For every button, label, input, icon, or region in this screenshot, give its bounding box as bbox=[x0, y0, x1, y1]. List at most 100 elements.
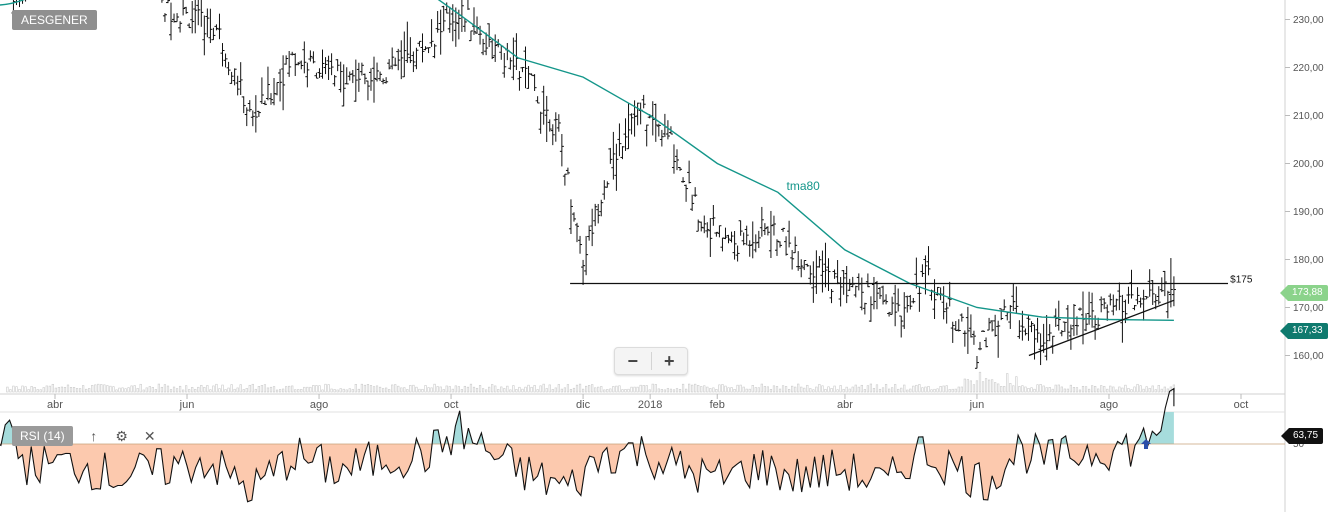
ohlc-bar bbox=[384, 77, 389, 84]
volume-bar bbox=[88, 388, 91, 393]
volume-bar bbox=[1112, 386, 1115, 393]
ohlc-bar bbox=[1171, 276, 1176, 307]
ohlc-bar bbox=[538, 111, 543, 134]
volume-bar bbox=[966, 379, 969, 393]
ohlc-bar bbox=[802, 259, 807, 271]
ohlc-bar bbox=[765, 226, 770, 236]
volume-bar bbox=[385, 387, 388, 393]
ohlc-bar bbox=[790, 249, 795, 270]
volume-bar bbox=[794, 386, 797, 393]
price-tick-label: 230,00 bbox=[1293, 15, 1324, 26]
volume-bar bbox=[403, 387, 406, 393]
zoom-in-button[interactable]: + bbox=[663, 350, 675, 371]
ohlc-bar bbox=[723, 227, 728, 240]
volume-bar bbox=[1012, 385, 1015, 393]
volume-bar bbox=[1130, 389, 1133, 393]
volume-bar bbox=[869, 383, 873, 393]
rsi-up-arrow-icon[interactable] bbox=[1141, 439, 1151, 449]
volume-bar bbox=[903, 384, 906, 393]
ohlc-bar bbox=[599, 199, 604, 217]
rsi-value-tag: 63,75 bbox=[1280, 428, 1324, 444]
volume-bar bbox=[445, 385, 448, 393]
volume-bar bbox=[1115, 389, 1118, 393]
volume-bar bbox=[1078, 389, 1082, 393]
ohlc-bar bbox=[829, 289, 834, 304]
volume-bar bbox=[557, 384, 560, 393]
ohlc-bar bbox=[844, 265, 849, 304]
ohlc-bar bbox=[184, 6, 189, 14]
volume-bar bbox=[542, 383, 545, 393]
volume-bar bbox=[251, 383, 254, 393]
ohlc-bar bbox=[475, 16, 480, 34]
ohlc-bar bbox=[1020, 310, 1025, 341]
volume-bar bbox=[684, 388, 688, 393]
volume-bar bbox=[48, 385, 51, 393]
ohlc-bar bbox=[347, 71, 352, 81]
volume-bar bbox=[1042, 385, 1045, 393]
up-arrow-icon[interactable]: ↑ bbox=[90, 428, 98, 444]
ohlc-bar bbox=[568, 199, 573, 235]
volume-bar bbox=[215, 383, 218, 393]
volume-bar bbox=[45, 385, 48, 393]
rsi-badge[interactable]: RSI (14) bbox=[12, 426, 73, 446]
ohlc-bar bbox=[241, 96, 246, 114]
ohlc-bar bbox=[796, 251, 801, 271]
volume-bar bbox=[1166, 388, 1169, 393]
ohlc-bar bbox=[878, 287, 883, 300]
time-tick-label: ago bbox=[310, 399, 328, 411]
volume-bar bbox=[106, 385, 109, 393]
volume-bar bbox=[336, 389, 339, 393]
ohlc-bar bbox=[926, 246, 931, 276]
volume-bar bbox=[400, 387, 403, 393]
volume-bar bbox=[554, 387, 557, 393]
volume-bar bbox=[354, 384, 357, 393]
volume-bar bbox=[33, 386, 36, 393]
close-icon[interactable]: ✕ bbox=[143, 427, 156, 444]
volume-bar bbox=[460, 389, 463, 393]
ohlc-bar bbox=[547, 119, 552, 132]
ohlc-bar bbox=[965, 306, 970, 354]
time-tick-label: ago bbox=[1100, 399, 1118, 411]
volume-bar bbox=[339, 388, 342, 393]
symbol-badge[interactable]: AESGENER bbox=[12, 10, 97, 30]
ohlc-bar bbox=[738, 220, 743, 236]
volume-bar bbox=[27, 389, 30, 393]
volume-bar bbox=[327, 384, 330, 393]
ohlc-bar bbox=[905, 295, 910, 313]
volume-bar bbox=[942, 385, 945, 393]
volume-bar bbox=[254, 388, 257, 393]
rsi-line bbox=[0, 387, 1175, 503]
ohlc-bar bbox=[265, 66, 270, 101]
ohlc-bar bbox=[559, 134, 564, 167]
ohlc-bar bbox=[808, 265, 813, 285]
ohlc-bar bbox=[1017, 320, 1022, 339]
ohlc-bar bbox=[511, 37, 516, 81]
ohlc-bar bbox=[1071, 304, 1076, 336]
gear-icon[interactable]: ⚙ bbox=[115, 427, 128, 444]
ohlc-bar bbox=[953, 321, 958, 332]
ohlc-bar bbox=[617, 123, 622, 157]
volume-bar bbox=[591, 384, 594, 393]
ohlc-bar bbox=[299, 60, 304, 70]
ohlc-bar bbox=[759, 206, 764, 237]
ma-value-tag: 167,33 bbox=[1280, 323, 1328, 339]
volume-bar bbox=[709, 388, 712, 393]
volume-bar bbox=[82, 385, 85, 393]
ohlc-bar bbox=[729, 231, 734, 243]
ohlc-bar bbox=[793, 236, 798, 254]
ohlc-bar bbox=[629, 113, 634, 135]
ohlc-bar bbox=[305, 62, 310, 88]
ohlc-bar bbox=[532, 74, 537, 92]
volume-bar bbox=[548, 384, 551, 393]
ohlc-bar bbox=[302, 41, 307, 74]
zoom-out-button[interactable]: − bbox=[627, 350, 638, 371]
volume-bar bbox=[172, 386, 176, 393]
support-trendline[interactable] bbox=[1028, 299, 1175, 357]
ohlc-bar bbox=[256, 110, 261, 117]
ohlc-bar bbox=[656, 123, 661, 137]
ohlc-bar bbox=[253, 95, 258, 133]
volume-bar bbox=[1157, 385, 1160, 393]
ohlc-bar bbox=[571, 212, 576, 222]
volume-bar bbox=[560, 388, 563, 393]
